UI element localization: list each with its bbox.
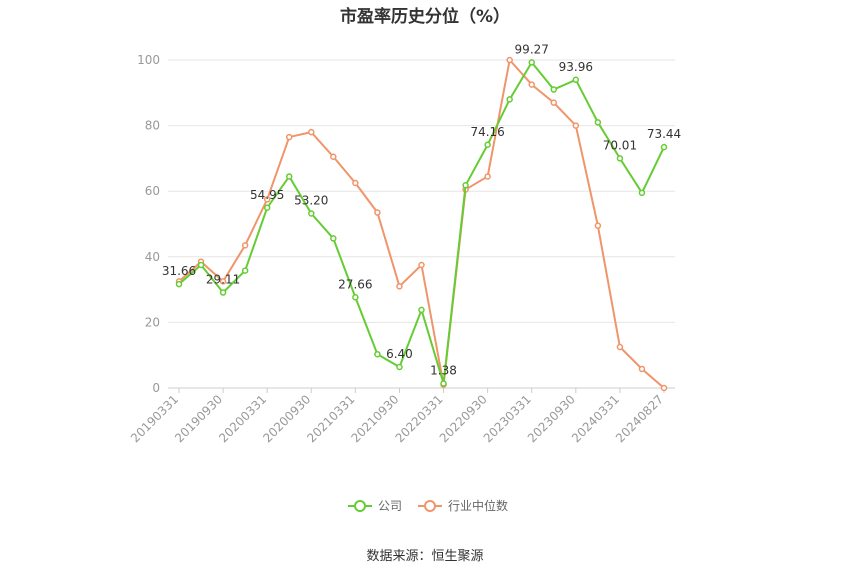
legend-marker bbox=[424, 500, 436, 512]
data-point bbox=[374, 350, 381, 358]
y-tick-label: 60 bbox=[145, 184, 160, 198]
data-point bbox=[506, 56, 513, 64]
data-point bbox=[418, 261, 425, 269]
data-label: 74.16 bbox=[470, 125, 504, 139]
data-source: 数据来源：恒生聚源 bbox=[366, 549, 484, 564]
data-point bbox=[638, 365, 646, 373]
data-point bbox=[528, 81, 535, 88]
data-point bbox=[660, 384, 668, 392]
data-label: 31.66 bbox=[162, 264, 196, 278]
data-point bbox=[374, 209, 381, 216]
data-point bbox=[175, 280, 183, 288]
y-tick-label: 0 bbox=[152, 381, 160, 395]
data-point bbox=[616, 155, 624, 162]
data-point bbox=[594, 222, 602, 229]
data-point bbox=[506, 96, 513, 103]
x-tick-label: 20240827 bbox=[613, 392, 666, 445]
data-label: 73.44 bbox=[647, 127, 681, 141]
data-point bbox=[462, 182, 469, 189]
legend-label: 行业中位数 bbox=[448, 498, 508, 513]
data-label: 1.38 bbox=[430, 363, 457, 377]
data-label: 27.66 bbox=[338, 277, 372, 291]
data-point bbox=[241, 267, 249, 274]
data-label: 54.95 bbox=[250, 188, 284, 202]
data-point bbox=[352, 294, 359, 301]
y-tick-label: 100 bbox=[137, 53, 160, 67]
data-point bbox=[594, 119, 602, 126]
data-point bbox=[440, 380, 447, 387]
data-point bbox=[572, 76, 580, 84]
data-point bbox=[330, 153, 337, 161]
data-point bbox=[638, 189, 646, 197]
data-point bbox=[219, 289, 227, 296]
data-point bbox=[572, 122, 580, 129]
data-point bbox=[418, 306, 425, 314]
data-label: 29.11 bbox=[206, 273, 240, 287]
data-point bbox=[396, 363, 403, 371]
data-point bbox=[660, 143, 668, 151]
data-point bbox=[197, 261, 205, 269]
series-line-0 bbox=[178, 61, 665, 385]
data-point bbox=[396, 283, 403, 290]
data-point bbox=[308, 210, 315, 217]
data-label: 93.96 bbox=[559, 60, 593, 74]
y-tick-label: 80 bbox=[145, 119, 160, 133]
legend-label: 公司 bbox=[378, 499, 402, 513]
data-point bbox=[616, 343, 624, 351]
data-point bbox=[484, 173, 491, 180]
data-point bbox=[241, 242, 249, 249]
data-point bbox=[219, 278, 227, 285]
legend-marker bbox=[354, 500, 366, 512]
data-point bbox=[263, 204, 271, 212]
chart-title: 市盈率历史分位（%） bbox=[339, 7, 511, 27]
data-label: 70.01 bbox=[603, 138, 637, 152]
data-point bbox=[285, 133, 293, 141]
data-point bbox=[528, 59, 535, 66]
data-point bbox=[550, 86, 558, 93]
data-point bbox=[550, 99, 558, 106]
data-point bbox=[330, 235, 337, 242]
y-tick-label: 40 bbox=[145, 250, 160, 264]
data-point bbox=[484, 141, 491, 149]
data-point bbox=[352, 179, 359, 187]
data-point bbox=[263, 196, 271, 203]
data-label: 6.40 bbox=[386, 347, 413, 361]
data-label: 99.27 bbox=[515, 42, 549, 56]
data-label: 53.20 bbox=[294, 194, 328, 208]
y-tick-label: 20 bbox=[145, 315, 160, 329]
data-point bbox=[308, 128, 315, 136]
data-point bbox=[285, 173, 293, 180]
